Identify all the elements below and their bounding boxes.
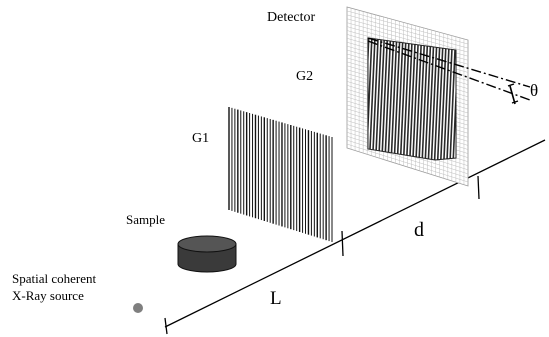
label-distance-l: L (270, 288, 282, 309)
grating-g1 (228, 107, 333, 242)
tick-source (164, 317, 168, 335)
tick-g1 (341, 230, 344, 257)
label-detector: Detector (267, 10, 316, 25)
label-g1: G1 (192, 131, 209, 146)
label-sample: Sample (126, 212, 165, 227)
tick-detector (477, 175, 480, 200)
xray-source-dot (133, 303, 143, 313)
label-source-line1: Spatial coherent (12, 271, 96, 286)
detector-fringes (367, 37, 457, 161)
label-g2: G2 (296, 69, 313, 84)
optical-axis (164, 139, 546, 328)
label-source-line2: X-Ray source (12, 288, 84, 303)
label-distance-d: d (414, 219, 424, 241)
label-angle-theta: θ (530, 81, 538, 100)
angle-theta-lines (367, 37, 531, 105)
sample-cylinder (177, 235, 237, 273)
